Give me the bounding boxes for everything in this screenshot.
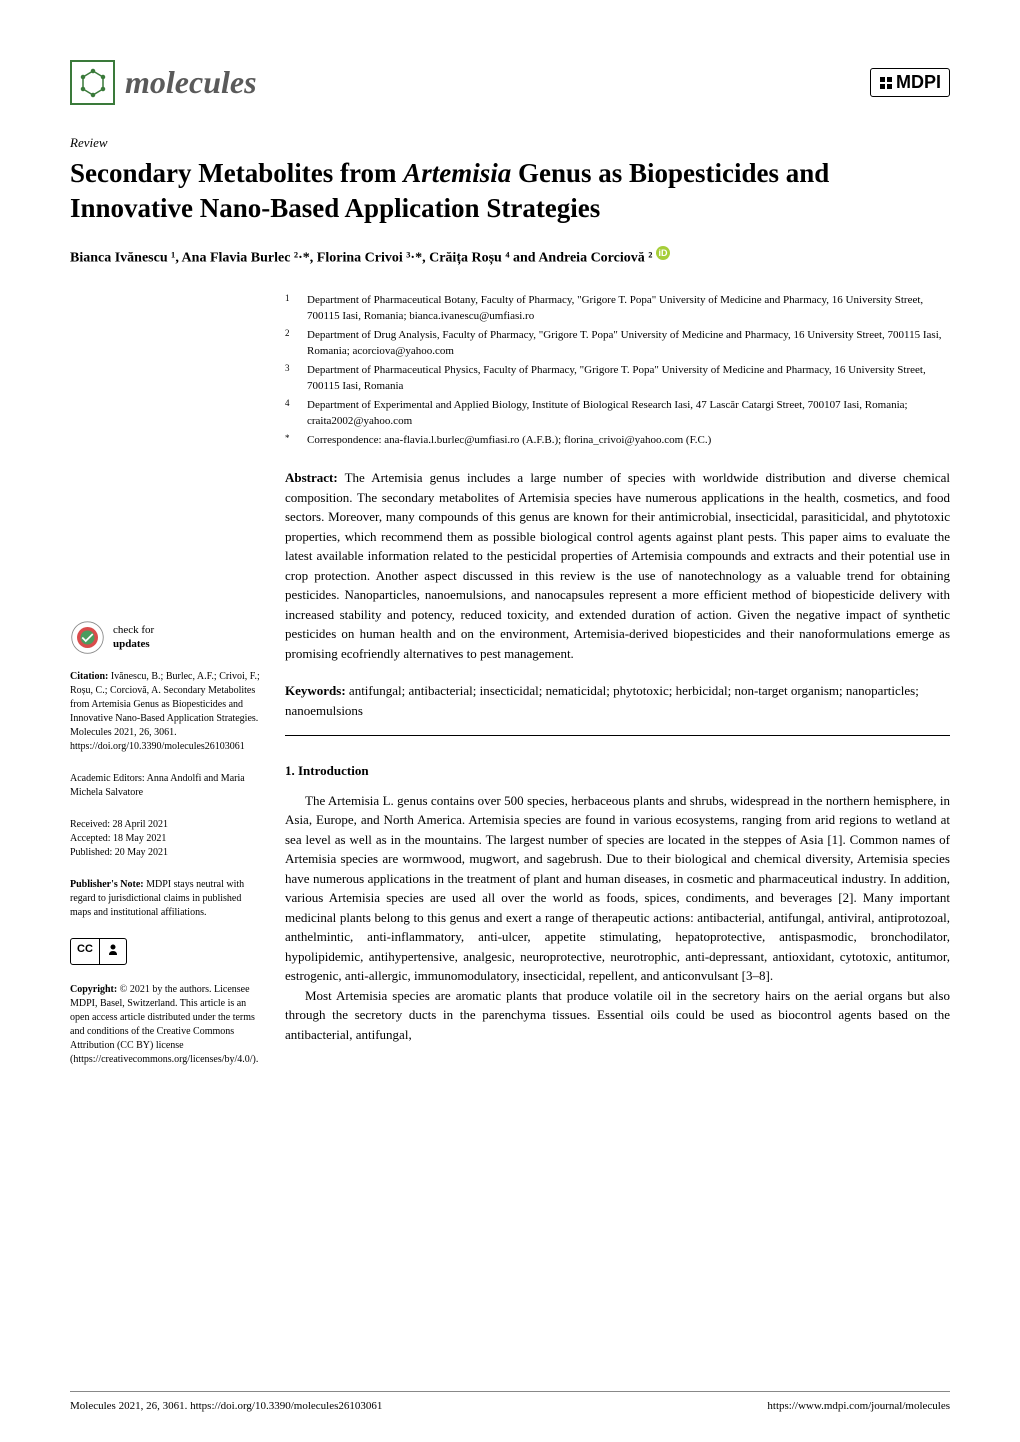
abstract-text: The Artemisia genus includes a large num… — [285, 470, 950, 661]
footer-right: https://www.mdpi.com/journal/molecules — [767, 1400, 950, 1412]
keywords: Keywords: antifungal; antibacterial; ins… — [285, 681, 950, 736]
abstract: Abstract: The Artemisia genus includes a… — [285, 468, 950, 663]
affiliation-row: 2Department of Drug Analysis, Faculty of… — [285, 327, 950, 360]
affiliations: 1Department of Pharmaceutical Botany, Fa… — [285, 292, 950, 449]
dates-block: Received: 28 April 2021 Accepted: 18 May… — [70, 818, 260, 860]
affiliation-row: 4Department of Experimental and Applied … — [285, 397, 950, 430]
orcid-icon[interactable]: iD — [656, 246, 670, 260]
copyright-block: Copyright: © 2021 by the authors. Licens… — [70, 983, 260, 1067]
section-heading: 1. Introduction — [285, 761, 950, 781]
editors-block: Academic Editors: Anna Andolfi and Maria… — [70, 772, 260, 800]
affiliation-row: *Correspondence: ana-flavia.l.burlec@umf… — [285, 432, 950, 449]
sidebar: check for updates Citation: Ivănescu, B.… — [70, 620, 260, 1085]
page-header: molecules MDPI — [70, 60, 950, 105]
molecule-icon — [70, 60, 115, 105]
affiliation-row: 1Department of Pharmaceutical Botany, Fa… — [285, 292, 950, 325]
citation-block: Citation: Ivănescu, B.; Burlec, A.F.; Cr… — [70, 670, 260, 754]
body-paragraph: Most Artemisia species are aromatic plan… — [285, 986, 950, 1045]
check-updates-widget[interactable]: check for updates — [70, 620, 260, 655]
main-column: 1Department of Pharmaceutical Botany, Fa… — [285, 292, 950, 1045]
authors-line: Bianca Ivănescu ¹, Ana Flavia Burlec ²·*… — [70, 246, 950, 267]
page-footer: Molecules 2021, 26, 3061. https://doi.or… — [70, 1391, 950, 1412]
article-type: Review — [70, 135, 950, 151]
cc-license-icon: CC — [70, 938, 260, 965]
publishers-note-block: Publisher's Note: MDPI stays neutral wit… — [70, 878, 260, 920]
check-updates-icon — [70, 620, 105, 655]
journal-name: molecules — [125, 64, 257, 101]
body-paragraph: The Artemisia L. genus contains over 500… — [285, 791, 950, 986]
keywords-label: Keywords: — [285, 683, 346, 698]
journal-logo: molecules — [70, 60, 257, 105]
affiliation-row: 3Department of Pharmaceutical Physics, F… — [285, 362, 950, 395]
keywords-text: antifungal; antibacterial; insecticidal;… — [285, 683, 919, 718]
article-title: Secondary Metabolites from Artemisia Gen… — [70, 156, 950, 226]
abstract-label: Abstract: — [285, 470, 338, 485]
publisher-logo: MDPI — [870, 68, 950, 97]
footer-left: Molecules 2021, 26, 3061. https://doi.or… — [70, 1400, 382, 1412]
